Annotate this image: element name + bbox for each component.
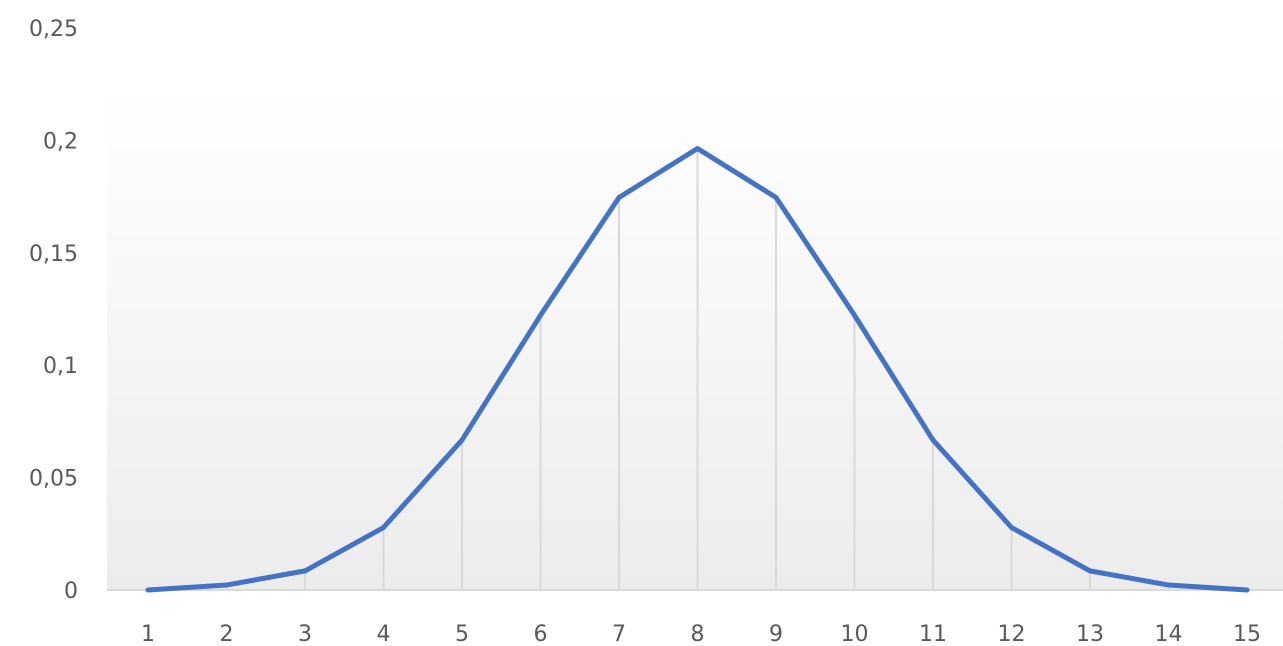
x-tick-label: 7 [612, 622, 626, 646]
x-tick-label: 14 [1155, 622, 1183, 646]
x-tick-label: 2 [220, 622, 234, 646]
y-tick-label: 0 [64, 579, 78, 604]
y-tick-label: 0,2 [43, 129, 78, 154]
x-tick-label: 13 [1076, 622, 1104, 646]
x-tick-label: 5 [455, 622, 469, 646]
y-tick-label: 0,15 [29, 242, 78, 267]
x-tick-label: 3 [298, 622, 312, 646]
x-tick-label: 11 [919, 622, 947, 646]
y-tick-label: 0,25 [29, 17, 78, 42]
x-tick-label: 12 [998, 622, 1026, 646]
x-tick-label: 15 [1233, 622, 1261, 646]
x-tick-label: 6 [534, 622, 548, 646]
y-tick-label: 0,1 [43, 354, 78, 379]
series-lines [145, 145, 1250, 593]
x-axis-tick-labels: 1 2 3 4 5 6 7 8 9 10 11 12 13 14 15 [141, 622, 1261, 646]
series-line [145, 145, 1250, 593]
x-tick-label: 4 [377, 622, 391, 646]
x-tick-label: 10 [841, 622, 869, 646]
x-tick-label: 8 [691, 622, 705, 646]
plot-area-background [107, 86, 1283, 591]
x-tick-label: 9 [769, 622, 783, 646]
y-tick-label: 0,05 [29, 467, 78, 492]
x-tick-label: 1 [141, 622, 155, 646]
y-axis-tick-labels: 0 0,05 0,1 0,15 0,2 0,25 [29, 17, 78, 604]
